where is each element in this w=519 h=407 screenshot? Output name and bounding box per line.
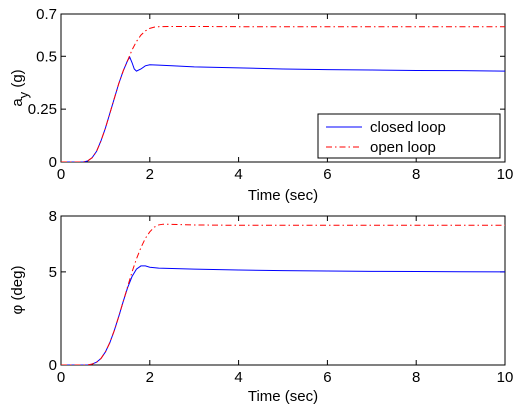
y-tick-label: 0.25	[28, 101, 57, 118]
x-tick-label: 4	[234, 369, 242, 386]
y-tick-label: 0.7	[36, 6, 57, 23]
x-tick-label: 2	[146, 369, 154, 386]
x-tick-label: 10	[497, 166, 514, 183]
y-axis-label: ay (g)	[9, 69, 31, 106]
x-axis-label: Time (sec)	[248, 187, 318, 204]
x-tick-label: 4	[234, 166, 242, 183]
series-line-open-loop	[61, 223, 505, 365]
y-tick-label: 8	[49, 208, 57, 225]
x-tick-label: 0	[57, 369, 65, 386]
x-tick-label: 0	[57, 166, 65, 183]
series-line-closed-loop	[61, 56, 505, 162]
x-tick-label: 10	[497, 369, 514, 386]
legend-label: open loop	[370, 139, 436, 156]
x-axis-label: Time (sec)	[248, 388, 318, 405]
x-tick-label: 6	[323, 369, 331, 386]
y-tick-label: 5	[49, 264, 57, 281]
chart-panel-lateral-acceleration: 0 2 4 6 8 10 0 0.25 0.5 0.7 Time (sec) ay (g) closed…	[9, 6, 513, 204]
y-axis-label: φ (deg)	[9, 266, 26, 315]
legend-box	[317, 113, 501, 159]
x-tick-label: 2	[146, 166, 154, 183]
series-line-open-loop	[61, 25, 505, 162]
x-tick-label: 8	[412, 166, 420, 183]
x-tick-label: 6	[323, 166, 331, 183]
y-tick-label: 0.5	[36, 48, 57, 65]
chart-panel-roll-angle: 0 2 4 6 8 10 0 5 8 Time (sec) φ (deg)	[9, 208, 513, 405]
plot-area-frame	[60, 215, 506, 366]
x-tick-label: 8	[412, 369, 420, 386]
y-tick-label: 0	[49, 154, 57, 171]
y-tick-label: 0	[49, 357, 57, 374]
legend-label: closed loop	[370, 119, 446, 136]
